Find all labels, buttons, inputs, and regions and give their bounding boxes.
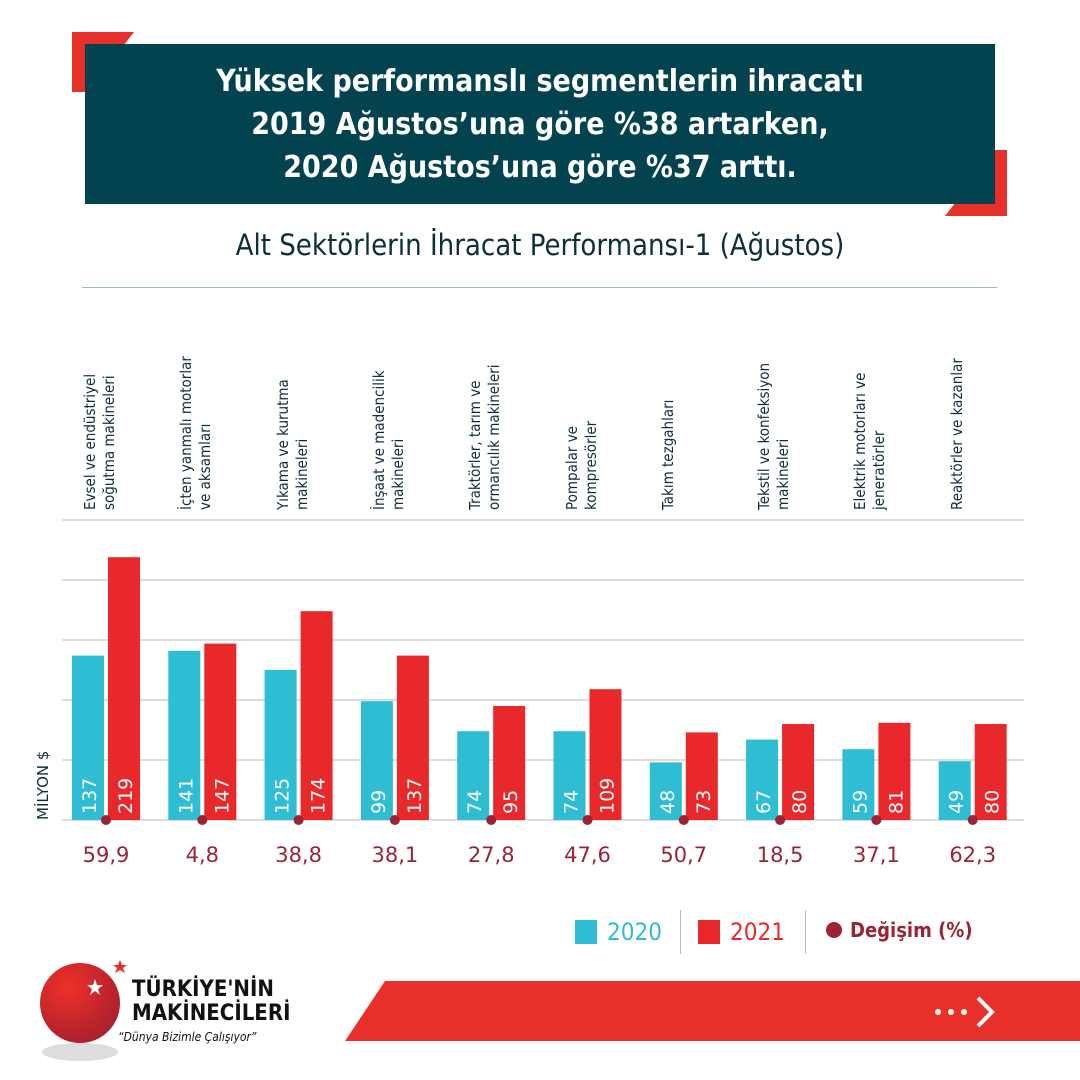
legend-separator	[805, 910, 806, 954]
change-label: 27,8	[468, 843, 515, 867]
change-dot	[582, 815, 593, 825]
bar-2020	[553, 731, 586, 820]
bar-value-label: 109	[597, 778, 619, 814]
change-dot	[871, 815, 882, 825]
legend-change: Değişim (%)	[826, 918, 973, 942]
bar-value-label: 73	[693, 790, 715, 814]
bar-2021	[685, 732, 718, 820]
bar-value-label: 99	[368, 790, 390, 814]
legend-2020: 2020	[575, 918, 662, 946]
bar-2021	[878, 722, 911, 820]
legend-swatch	[575, 920, 597, 944]
bar-2020	[264, 670, 297, 820]
legend-dot	[826, 922, 842, 938]
dots-chevron-right-icon	[935, 996, 995, 1028]
bar-2020	[457, 731, 490, 820]
change-dot	[197, 815, 208, 825]
bar-2020	[649, 762, 682, 820]
change-dot	[775, 815, 786, 825]
change-dot	[389, 815, 400, 825]
bar-2020	[746, 739, 779, 820]
change-label: 38,1	[372, 843, 419, 867]
change-dot	[678, 815, 689, 825]
bar-2021	[974, 724, 1007, 820]
bar-2021	[204, 643, 237, 820]
change-label: 59,9	[83, 843, 130, 867]
headline-banner: Yüksek performanslı segmentlerin ihracat…	[85, 44, 995, 204]
change-label: 50,7	[660, 843, 707, 867]
corner-accent-top	[72, 32, 134, 44]
bar-2021	[782, 724, 815, 820]
logo-circle	[40, 963, 120, 1043]
bar-value-label: 141	[175, 778, 197, 814]
bar-value-label: 125	[272, 778, 294, 814]
bar-2020	[938, 761, 971, 820]
star-icon	[87, 979, 103, 995]
headline-line: 2020 Ağustos’una göre %37 arttı.	[283, 149, 797, 185]
bar-2021	[493, 706, 526, 820]
legend-label: 2021	[730, 918, 785, 946]
change-label: 4,8	[186, 843, 219, 867]
chart-title: Alt Sektörlerin İhracat Performansı-1 (A…	[235, 228, 845, 262]
logo-line: TÜRKİYE'NİN	[132, 977, 274, 1002]
logo-slogan: “Dünya Bizimle Çalışıyor”	[118, 1030, 257, 1044]
bar-value-label: 59	[849, 790, 871, 814]
legend-2021: 2021	[698, 918, 785, 946]
change-label: 62,3	[949, 843, 996, 867]
legend-separator	[680, 910, 681, 954]
change-label: 47,6	[564, 843, 611, 867]
corner-accent-right	[995, 150, 1007, 216]
change-label: 37,1	[853, 843, 900, 867]
change-dot	[293, 815, 304, 825]
legend-swatch	[698, 920, 720, 944]
change-dot	[486, 815, 497, 825]
bar-2020	[72, 655, 104, 820]
bar-value-label: 48	[657, 790, 679, 814]
bar-2021	[108, 557, 140, 820]
headline-line: 2019 Ağustos’una göre %38 artarken,	[251, 106, 829, 142]
change-label: 38,8	[275, 843, 322, 867]
bar-value-label: 137	[404, 778, 426, 814]
bar-value-label: 137	[79, 778, 101, 814]
corner-accent-left	[72, 32, 85, 92]
bar-value-label: 74	[464, 790, 486, 814]
logo-wordmark: TÜRKİYE'NİN MAKİNECİLERİ	[132, 978, 290, 1026]
bar-value-label: 147	[211, 778, 233, 814]
logo-shadow	[42, 1043, 118, 1061]
legend-label: 2020	[607, 918, 662, 946]
footer-ribbon	[345, 981, 1080, 1041]
bar-2020	[168, 650, 201, 820]
bar-value-label: 81	[885, 790, 907, 814]
bar-2020	[842, 749, 875, 820]
bar-value-label: 80	[982, 790, 1004, 814]
bar-value-label: 174	[308, 778, 330, 814]
bar-2021	[589, 689, 622, 820]
logo-line: MAKİNECİLERİ	[132, 1001, 291, 1026]
bar-value-label: 95	[500, 790, 522, 814]
headline-line: Yüksek performanslı segmentlerin ihracat…	[216, 63, 864, 99]
change-dot	[967, 815, 978, 825]
divider	[82, 287, 997, 288]
bar-value-label: 80	[789, 790, 811, 814]
legend-label: Değişim (%)	[850, 918, 973, 942]
star-icon	[113, 960, 127, 973]
bar-value-label: 49	[946, 790, 968, 814]
bar-2020	[360, 701, 393, 820]
change-label: 18,5	[757, 843, 804, 867]
bar-value-label: 67	[753, 790, 775, 814]
bar-2021	[300, 611, 333, 820]
bar-value-label: 74	[561, 790, 583, 814]
bar-value-label: 219	[115, 778, 137, 814]
corner-accent-bottom	[945, 204, 1007, 216]
change-dot	[101, 815, 111, 825]
y-axis-label: MİLYON $	[33, 751, 52, 820]
bar-2021	[396, 655, 429, 820]
